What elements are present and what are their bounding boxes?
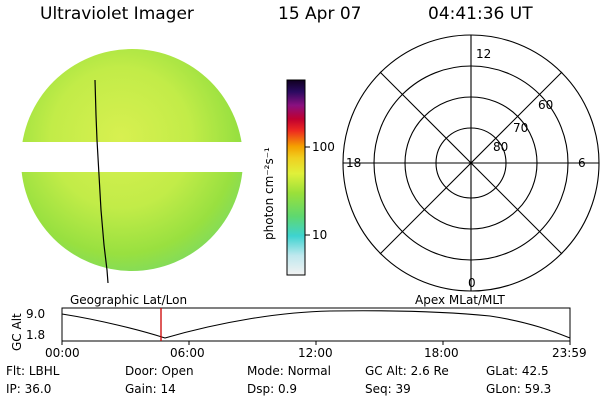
- orbit-y-axis-title: GC Alt: [10, 313, 24, 351]
- colorbar: [286, 79, 306, 276]
- apex-label: Apex MLat/MLT: [415, 293, 505, 307]
- orbit-y-tick-low: 1.8: [26, 328, 46, 342]
- terminator-line: [94, 79, 109, 284]
- glon-value: 59.3: [524, 382, 552, 396]
- orbit-altitude-curve: [61, 310, 571, 339]
- info-ip: IP: 36.0: [6, 382, 51, 396]
- orbit-plot-frame: [61, 307, 571, 342]
- info-seq: Seq: 39: [365, 382, 411, 396]
- colorbar-unit-label: photon cm⁻²s⁻¹: [262, 147, 276, 240]
- mlat-label-70: 70: [513, 121, 529, 135]
- gain-label: Gain:: [125, 382, 157, 396]
- filter-label: Flt:: [6, 364, 25, 378]
- seq-label: Seq:: [365, 382, 392, 396]
- app-title: Ultraviolet Imager: [40, 4, 194, 24]
- mode-label: Mode:: [247, 364, 284, 378]
- orbit-x-tick-1800: 18:00: [424, 346, 459, 360]
- ip-value: 36.0: [24, 382, 52, 396]
- mlt-label-18: 18: [346, 156, 362, 170]
- glat-value: 42.5: [521, 364, 549, 378]
- gain-value: 14: [160, 382, 176, 396]
- info-gc-alt: GC Alt: 2.6 Re: [365, 364, 449, 378]
- mlt-label-6: 6: [578, 156, 586, 170]
- orbit-x-tick-1200: 12:00: [298, 346, 333, 360]
- dsp-value: 0.9: [277, 382, 298, 396]
- orbit-x-ticks: [61, 341, 571, 345]
- info-door: Door: Open: [125, 364, 194, 378]
- orbit-x-tick-2359: 23:59: [552, 346, 587, 360]
- dsp-label: Dsp:: [247, 382, 275, 396]
- info-glat: GLat: 42.5: [486, 364, 549, 378]
- ip-label: IP:: [6, 382, 21, 396]
- glat-label: GLat:: [486, 364, 519, 378]
- glon-label: GLon:: [486, 382, 521, 396]
- seq-value: 39: [395, 382, 411, 396]
- orbit-y-tick-high: 9.0: [26, 307, 46, 321]
- info-glon: GLon: 59.3: [486, 382, 551, 396]
- image-time: 04:41:36 UT: [428, 4, 533, 24]
- gc-alt-label: GC Alt:: [365, 364, 407, 378]
- mlat-label-80: 80: [493, 140, 509, 154]
- geographic-label: Geographic Lat/Lon: [70, 293, 188, 307]
- colorbar-label-100: 100: [312, 140, 335, 154]
- colorbar-label-10: 10: [312, 228, 328, 242]
- mlt-label-12: 12: [476, 47, 492, 61]
- gc-alt-value: 2.6 Re: [410, 364, 449, 378]
- orbit-x-tick-0000: 00:00: [45, 346, 80, 360]
- info-gain: Gain: 14: [125, 382, 176, 396]
- orbit-x-tick-0600: 06:00: [170, 346, 205, 360]
- mlt-label-0: 0: [468, 276, 476, 290]
- mode-value: Normal: [287, 364, 331, 378]
- mlat-label-60: 60: [538, 98, 554, 112]
- info-dsp: Dsp: 0.9: [247, 382, 297, 396]
- door-label: Door:: [125, 364, 158, 378]
- image-date: 15 Apr 07: [278, 4, 362, 24]
- door-value: Open: [161, 364, 194, 378]
- info-filter: Flt: LBHL: [6, 364, 59, 378]
- info-mode: Mode: Normal: [247, 364, 331, 378]
- uv-image-upper: [22, 49, 242, 142]
- uv-image-lower: [21, 172, 243, 271]
- filter-value: LBHL: [28, 364, 60, 378]
- polar-plot: [342, 34, 600, 292]
